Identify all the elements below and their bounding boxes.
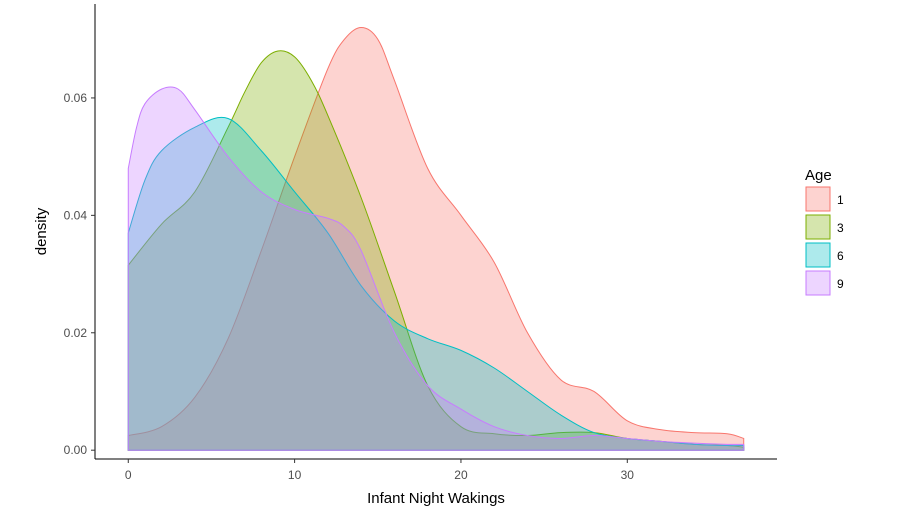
x-axis-title: Infant Night Wakings [367, 490, 505, 507]
legend-swatch-age-1 [805, 186, 831, 212]
density-areas [127, 26, 745, 451]
y-axis-ticks: 0.00 0.02 0.04 0.06 [64, 91, 95, 457]
legend-label-age-9: 9 [837, 277, 844, 291]
x-tick-label: 0 [125, 468, 132, 482]
x-tick-label: 20 [454, 468, 468, 482]
x-tick-label: 10 [288, 468, 302, 482]
legend-swatch-age-3 [805, 214, 831, 240]
legend-title: Age [805, 167, 832, 184]
legend-swatch-age-9 [805, 270, 831, 296]
density-area-age-1 [127, 26, 745, 451]
legend-label-age-6: 6 [837, 249, 844, 263]
density-area-age-9 [127, 86, 745, 451]
x-axis-ticks: 0 10 20 30 [125, 459, 634, 482]
legend-swatch-age-6 [805, 242, 831, 268]
x-tick-label: 30 [621, 468, 635, 482]
y-axis-title: density [33, 207, 50, 255]
legend-label-age-1: 1 [837, 193, 844, 207]
legend: Age 1 3 6 9 [805, 167, 844, 296]
y-tick-label: 0.02 [64, 326, 88, 340]
legend-label-age-3: 3 [837, 221, 844, 235]
y-tick-label: 0.06 [64, 91, 88, 105]
y-tick-label: 0.00 [64, 443, 88, 457]
legend-items: 1 3 6 9 [805, 186, 844, 296]
y-tick-label: 0.04 [64, 208, 88, 222]
